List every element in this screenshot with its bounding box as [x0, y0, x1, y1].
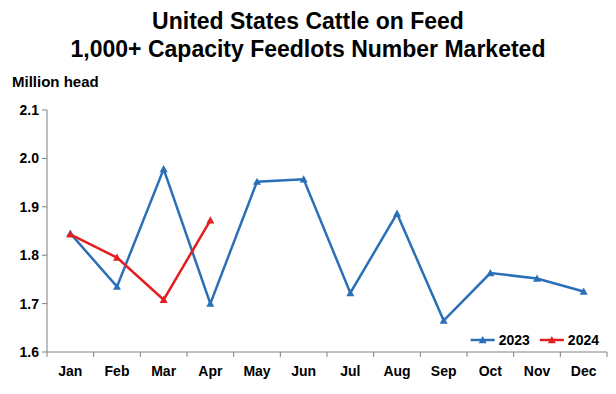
y-tick-label: 1.7 — [20, 296, 40, 312]
x-tick — [560, 352, 561, 357]
x-tick — [373, 352, 374, 357]
title: 1,000+ Capacity Feedlots Number Marketed — [71, 36, 546, 62]
y-tick-label: 1.6 — [20, 344, 40, 360]
legend-marker — [548, 336, 556, 343]
x-tick — [233, 352, 234, 357]
data-point — [66, 229, 74, 236]
chart-svg: United States Cattle on Feed1,000+ Capac… — [0, 0, 616, 394]
data-point — [253, 178, 261, 185]
y-tick — [42, 255, 47, 256]
y-tick — [42, 110, 47, 111]
series-line — [70, 169, 583, 320]
y-axis-line — [47, 110, 48, 352]
data-point — [486, 269, 494, 276]
y-tick-label: 2.1 — [20, 102, 40, 118]
legend-marker — [479, 336, 487, 343]
x-tick-label: Mar — [151, 363, 176, 379]
data-point — [113, 283, 121, 290]
x-tick — [280, 352, 281, 357]
legend-label: 2024 — [568, 332, 599, 348]
data-point — [393, 210, 401, 217]
data-point — [440, 317, 448, 324]
y-tick — [42, 158, 47, 159]
y-tick — [42, 206, 47, 207]
y-tick — [42, 352, 47, 353]
data-point — [346, 289, 354, 296]
data-point — [533, 274, 541, 281]
x-tick — [607, 352, 608, 357]
legend-label: 2023 — [499, 332, 530, 348]
x-tick-label: Apr — [198, 363, 223, 379]
y-tick-label: 2.0 — [20, 150, 40, 166]
y-axis-label: Million head — [12, 73, 99, 90]
data-point — [300, 175, 308, 182]
x-tick-label: Jul — [340, 363, 360, 379]
x-tick — [513, 352, 514, 357]
series-line — [70, 220, 210, 299]
y-tick — [42, 303, 47, 304]
data-point — [113, 254, 121, 261]
legend: 2024 2023 — [471, 332, 600, 348]
data-point — [160, 165, 168, 172]
x-tick-label: Feb — [105, 363, 130, 379]
x-tick-label: Nov — [524, 363, 551, 379]
data-point — [206, 216, 214, 223]
y-tick-label: 1.9 — [20, 199, 40, 215]
x-tick — [47, 352, 48, 357]
data-point — [66, 230, 74, 237]
plot-area — [66, 165, 587, 324]
x-tick — [93, 352, 94, 357]
data-point — [580, 288, 588, 295]
x-tick-label: Jun — [291, 363, 316, 379]
x-tick-label: Jan — [58, 363, 82, 379]
data-point — [206, 300, 214, 307]
x-tick-label: May — [243, 363, 270, 379]
chart-container: United States Cattle on Feed1,000+ Capac… — [0, 0, 616, 394]
x-tick — [140, 352, 141, 357]
x-tick — [187, 352, 188, 357]
title: United States Cattle on Feed — [152, 8, 464, 34]
x-tick-label: Dec — [571, 363, 597, 379]
x-tick-label: Sep — [431, 363, 457, 379]
x-tick — [467, 352, 468, 357]
y-tick-label: 1.8 — [20, 247, 40, 263]
x-tick — [327, 352, 328, 357]
x-tick-label: Aug — [383, 363, 410, 379]
data-point — [160, 296, 168, 303]
x-tick-label: Oct — [479, 363, 503, 379]
x-tick — [420, 352, 421, 357]
